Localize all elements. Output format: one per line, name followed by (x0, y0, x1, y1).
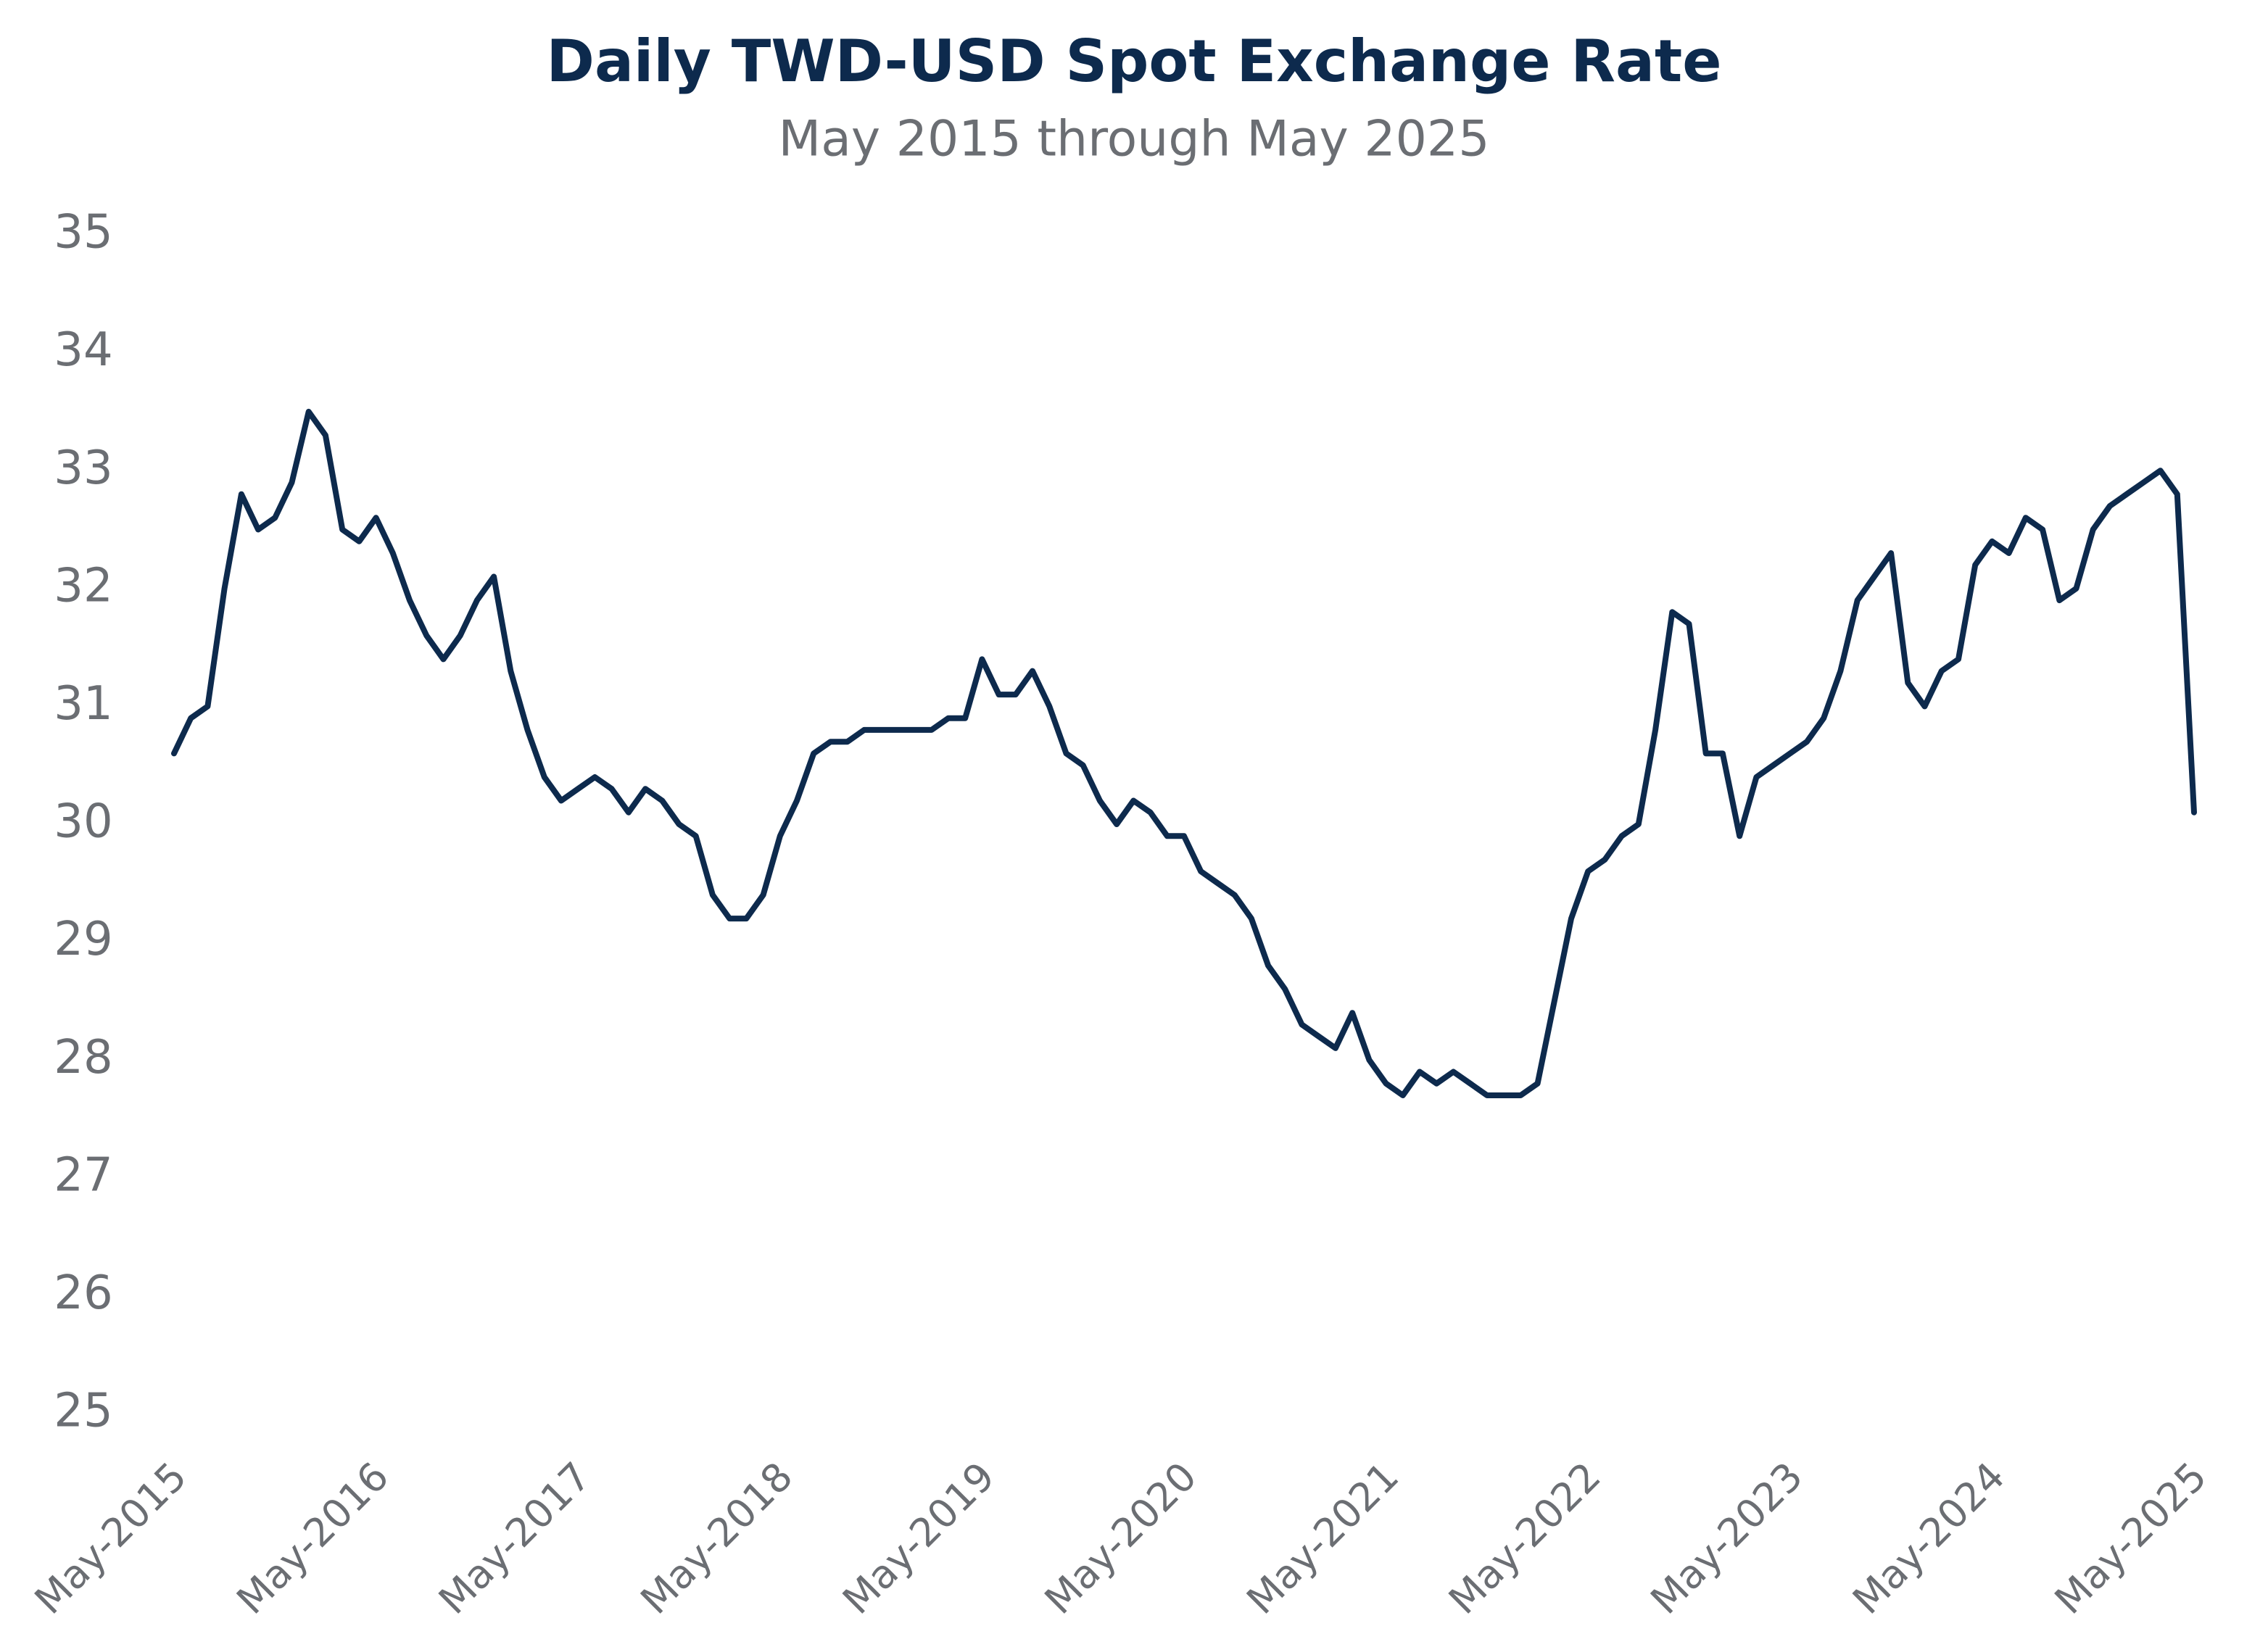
x-tick-label: May-2023 (1642, 1453, 1812, 1623)
y-tick-label: 32 (54, 559, 112, 613)
x-tick-label: May-2020 (1036, 1453, 1206, 1623)
y-tick-label: 29 (54, 913, 112, 966)
y-tick-label: 31 (54, 677, 112, 731)
y-tick-label: 26 (54, 1266, 112, 1320)
chart-subtitle: May 2015 through May 2025 (779, 111, 1490, 168)
x-tick-label: May-2015 (26, 1453, 196, 1623)
y-tick-label: 33 (54, 441, 112, 495)
x-tick-label: May-2018 (632, 1453, 802, 1623)
x-tick-label: May-2016 (228, 1453, 397, 1623)
y-tick-label: 30 (54, 795, 112, 849)
data-line (171, 408, 2197, 1098)
x-tick-label: May-2024 (1844, 1453, 2014, 1623)
x-tick-label: May-2022 (1440, 1453, 1610, 1623)
chart-title: Daily TWD-USD Spot Exchange Rate (547, 28, 1722, 95)
y-tick-label: 25 (54, 1385, 112, 1438)
y-tick-label: 35 (54, 206, 112, 260)
y-tick-label: 27 (54, 1148, 112, 1202)
y-tick-label: 34 (54, 323, 112, 377)
x-tick-label: May-2021 (1238, 1453, 1407, 1623)
y-tick-label: 28 (54, 1031, 112, 1084)
x-tick-label: May-2019 (834, 1453, 1003, 1623)
x-tick-label: May-2017 (430, 1453, 600, 1623)
x-tick-label: May-2025 (2046, 1453, 2216, 1623)
